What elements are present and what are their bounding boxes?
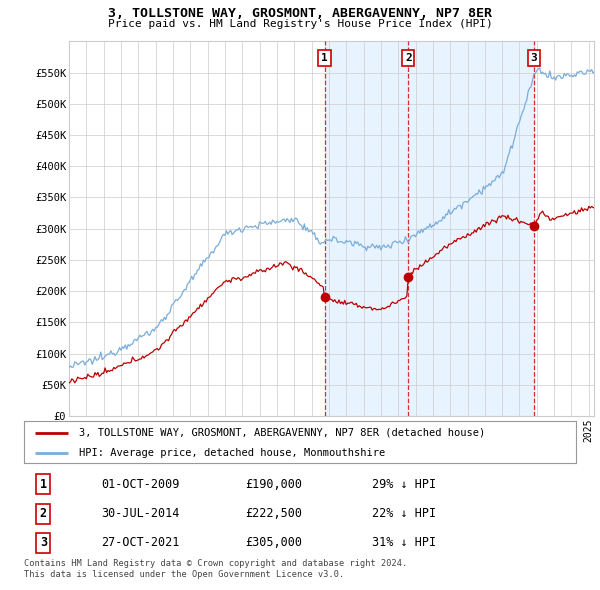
Text: 22% ↓ HPI: 22% ↓ HPI [372,507,436,520]
Text: 3, TOLLSTONE WAY, GROSMONT, ABERGAVENNY, NP7 8ER: 3, TOLLSTONE WAY, GROSMONT, ABERGAVENNY,… [108,7,492,20]
Text: 30-JUL-2014: 30-JUL-2014 [101,507,179,520]
Text: 3, TOLLSTONE WAY, GROSMONT, ABERGAVENNY, NP7 8ER (detached house): 3, TOLLSTONE WAY, GROSMONT, ABERGAVENNY,… [79,428,485,438]
Text: Contains HM Land Registry data © Crown copyright and database right 2024.: Contains HM Land Registry data © Crown c… [24,559,407,568]
Text: £222,500: £222,500 [245,507,302,520]
Text: 3: 3 [40,536,47,549]
Text: HPI: Average price, detached house, Monmouthshire: HPI: Average price, detached house, Monm… [79,448,385,457]
Text: 01-OCT-2009: 01-OCT-2009 [101,478,179,491]
Text: 29% ↓ HPI: 29% ↓ HPI [372,478,436,491]
Text: 1: 1 [40,478,47,491]
Text: £305,000: £305,000 [245,536,302,549]
Text: 27-OCT-2021: 27-OCT-2021 [101,536,179,549]
Text: 1: 1 [321,53,328,63]
Text: Price paid vs. HM Land Registry's House Price Index (HPI): Price paid vs. HM Land Registry's House … [107,19,493,30]
Text: 2: 2 [40,507,47,520]
Text: £190,000: £190,000 [245,478,302,491]
Text: This data is licensed under the Open Government Licence v3.0.: This data is licensed under the Open Gov… [24,571,344,579]
Text: 31% ↓ HPI: 31% ↓ HPI [372,536,436,549]
Bar [325,41,534,416]
Text: 3: 3 [530,53,537,63]
Text: 2: 2 [405,53,412,63]
